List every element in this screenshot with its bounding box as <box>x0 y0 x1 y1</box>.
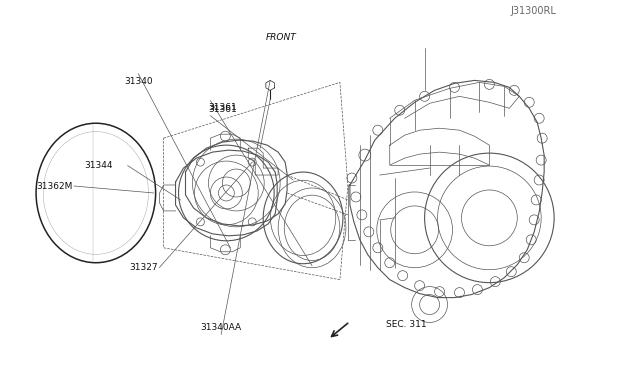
Text: 31361: 31361 <box>209 103 237 112</box>
Text: 31361: 31361 <box>209 105 237 114</box>
Text: 31327: 31327 <box>129 263 157 272</box>
Text: 31340AA: 31340AA <box>200 323 242 333</box>
Text: SEC. 311: SEC. 311 <box>386 320 426 329</box>
Text: 31340: 31340 <box>124 77 152 86</box>
Text: 31344: 31344 <box>84 161 113 170</box>
Text: 31362M: 31362M <box>36 182 72 190</box>
Text: FRONT: FRONT <box>266 33 296 42</box>
Text: J31300RL: J31300RL <box>510 6 556 16</box>
